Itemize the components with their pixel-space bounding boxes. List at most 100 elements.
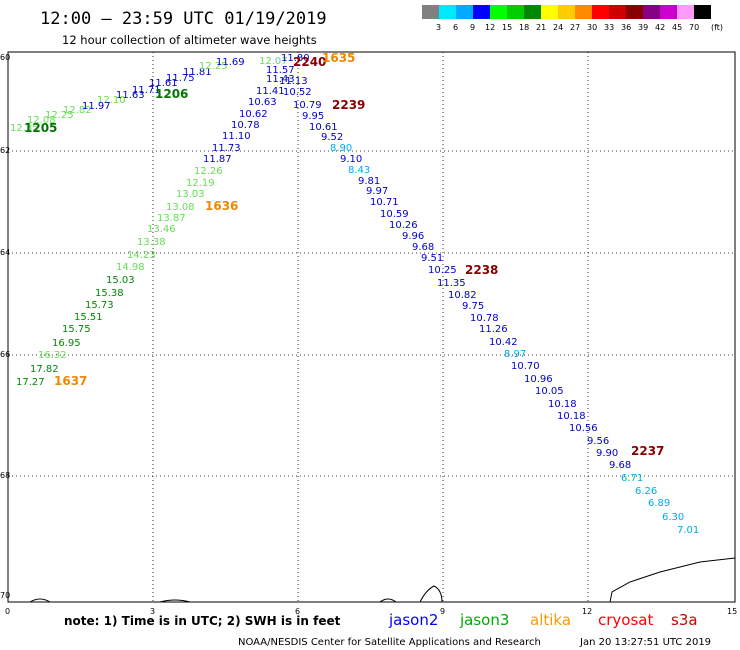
mission-jason3: jason3 [459,611,509,629]
wave-height-value: 11.69 [216,57,245,68]
mission-jason2: jason2 [388,611,438,629]
color-swatch [626,5,643,19]
wave-height-value: 6.89 [648,498,670,509]
wave-height-value: 11.75 [166,73,195,84]
jason3-north-track: 12.35 12.08 12.25 12.82 12.10 11.97 11.6… [10,53,310,134]
wave-height-value: 8.97 [504,349,526,360]
wave-height-value: 17.82 [30,364,59,375]
wave-height-value: 10.63 [248,97,277,108]
wave-height-value: 11.26 [479,324,508,335]
color-scale-legend: 3 6 9 12 15 18 21 24 27 30 33 36 39 42 4… [422,5,723,32]
wave-height-value: 10.79 [293,100,322,111]
wave-height-value: 13.08 [166,202,195,213]
wave-height-value: 12.82 [63,105,92,116]
scale-label: 42 [655,23,665,32]
wave-height-value: 9.75 [462,301,484,312]
wave-height-value: 9.52 [321,132,343,143]
wave-height-value: 6.71 [621,473,643,484]
y-tick: 60 [0,53,10,62]
wave-height-value: 10.96 [524,374,553,385]
wave-height-value: 6.30 [662,512,684,523]
wave-height-value: 11.35 [437,278,466,289]
wave-height-value: 11.63 [116,90,145,101]
x-tick: 3 [150,607,155,616]
wave-height-value: 9.68 [609,460,631,471]
y-axis: 60 62 64 66 68 70 [0,53,10,600]
wave-height-value: 10.26 [389,220,418,231]
wave-height-value: 11.43 [266,74,295,85]
wave-height-value: 9.90 [596,448,618,459]
pass-label: 1205 [24,121,57,135]
wave-height-value: 11.71 [132,85,161,96]
x-axis: 0 3 6 9 12 15 [5,607,737,616]
wave-height-value: 9.56 [587,436,609,447]
wave-height-value: 13.03 [176,189,205,200]
wave-height-value: 10.56 [569,423,598,434]
pass-label: 1636 [205,199,238,213]
generated-timestamp: Jan 20 13:27:51 UTC 2019 [579,637,711,648]
wave-height-value: 12.19 [186,178,215,189]
y-tick: 64 [0,248,10,257]
y-tick: 68 [0,471,10,480]
color-swatch [677,5,694,19]
credit-line: NOAA/NESDIS Center for Satellite Applica… [238,637,541,648]
page-title: 12:00 – 23:59 UTC 01/19/2019 [40,9,327,29]
pass-label: 1206 [155,87,188,101]
scale-label: 3 [436,23,441,32]
color-swatch [558,5,575,19]
x-tick: 15 [727,607,737,616]
wave-height-value: 16.95 [52,338,81,349]
wave-height-value: 14.23 [127,250,156,261]
scale-label: (ft) [711,23,723,32]
wave-height-value: 13.87 [157,213,186,224]
wave-height-value: 11.73 [212,143,241,154]
wave-height-value: 10.05 [535,386,564,397]
wave-height-value: 12.26 [194,166,223,177]
wave-height-value: 9.51 [421,253,443,264]
wave-height-value: 10.25 [428,265,457,276]
wave-height-value: 8.90 [330,143,352,154]
pass-labels: 1205 1206 2240 1635 2239 1636 2238 1637 … [24,51,664,458]
color-swatch [439,5,456,19]
wave-height-value: 11.10 [222,131,251,142]
wave-height-value: 12.10 [97,95,126,106]
wave-height-value: 10.42 [489,337,518,348]
wave-height-value: 12.25 [45,110,74,121]
mission-altika: altika [530,611,571,629]
scale-label: 39 [638,23,648,32]
wave-height-value: 11.97 [82,101,111,112]
scale-label: 24 [553,23,563,32]
wave-height-value: 10.52 [283,87,312,98]
wave-height-value: 10.18 [557,411,586,422]
x-tick: 0 [5,607,10,616]
pass-label: 2238 [465,263,498,277]
color-swatch [473,5,490,19]
scale-label: 45 [672,23,682,32]
wave-height-value: 9.81 [358,176,380,187]
wave-height-value: 11.87 [203,154,232,165]
scale-label: 27 [570,23,580,32]
scale-label: 33 [604,23,614,32]
color-swatch [456,5,473,19]
wave-height-value: 10.70 [511,361,540,372]
scale-label: 30 [587,23,597,32]
color-swatch [422,5,439,19]
wave-height-value: 14.98 [116,262,145,273]
wave-height-value: 13.38 [137,237,166,248]
wave-height-value: 12.25 [199,61,228,72]
wave-height-value: 12.35 [10,123,39,134]
wave-height-value: 9.68 [412,242,434,253]
color-swatch [575,5,592,19]
scale-label: 70 [689,23,699,32]
wave-height-value: 15.51 [74,312,103,323]
wave-height-value: 11.61 [149,78,178,89]
scale-label: 9 [470,23,475,32]
page-subtitle: 12 hour collection of altimeter wave hei… [62,33,317,47]
jason2-upper-track: 11.57 11.43 11.13 10.52 11.41 10.63 10.6… [203,65,312,165]
jason3-south-track: 12.26 12.19 13.03 13.08 13.87 13.46 13.3… [16,166,223,388]
pass-label: 1637 [54,374,87,388]
wave-height-value: 7.01 [677,525,699,536]
wave-height-value: 9.10 [340,154,362,165]
mission-s3a: s3a [671,611,698,629]
wave-height-value: 10.61 [309,122,338,133]
